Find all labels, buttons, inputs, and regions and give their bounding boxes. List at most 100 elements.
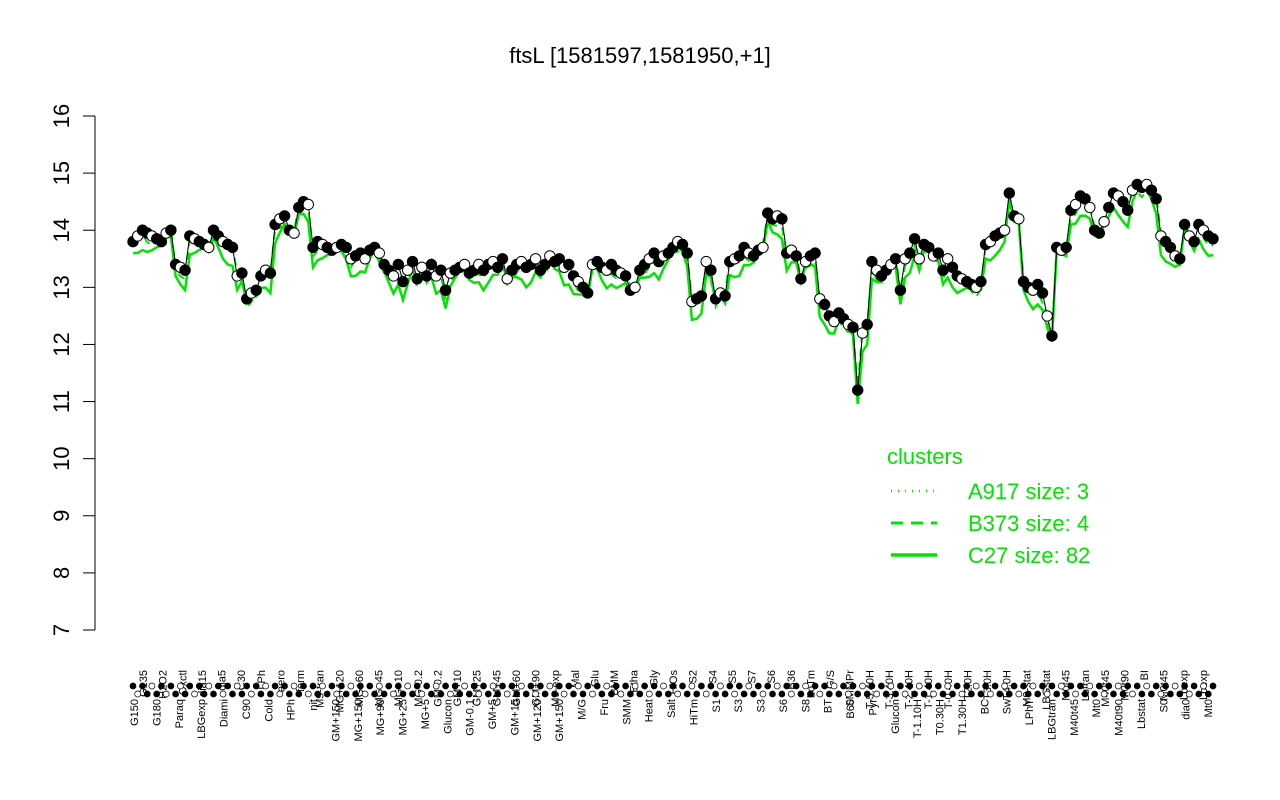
sample-marker <box>447 690 454 698</box>
y-tick-label: 7 <box>49 624 74 636</box>
sample-marker <box>465 690 473 698</box>
sample-marker <box>892 690 899 698</box>
sample-marker <box>821 682 828 690</box>
sample-marker <box>953 682 961 690</box>
data-point <box>975 275 987 288</box>
data-point <box>1098 216 1110 228</box>
sample-marker <box>1181 682 1188 690</box>
sample-marker <box>636 690 644 698</box>
sample-marker <box>859 682 866 690</box>
sample-marker <box>612 682 620 690</box>
data-point <box>226 241 239 254</box>
x-tick-label: T-3.40H <box>884 670 896 709</box>
sample-marker <box>219 690 227 698</box>
data-point <box>913 253 925 265</box>
sample-marker <box>868 682 876 690</box>
sample-marker <box>1015 690 1023 698</box>
sample-marker <box>513 690 521 698</box>
sample-marker <box>366 682 374 690</box>
sample-marker <box>1086 682 1094 690</box>
sample-marker <box>863 690 871 698</box>
x-tick-label: Glucon <box>442 699 454 734</box>
data-point <box>288 227 300 239</box>
x-tick-label: nit <box>308 699 320 711</box>
sample-marker <box>257 690 265 698</box>
sample-marker <box>565 682 573 690</box>
sample-marker <box>664 690 672 698</box>
data-point <box>1207 233 1219 245</box>
x-tick-label: MG+5 <box>420 699 432 729</box>
data-point <box>179 264 191 276</box>
sample-marker <box>622 682 629 690</box>
sample-marker <box>423 682 431 690</box>
sample-marker <box>413 682 421 690</box>
x-tick-label: SMM <box>621 699 633 725</box>
sample-marker <box>1029 682 1037 690</box>
x-tick-label: T-1.40H <box>923 670 935 709</box>
x-tick-label: Diami <box>219 699 231 727</box>
data-point <box>264 267 277 279</box>
sample-marker <box>783 682 791 690</box>
legend-label-a917: A917 size: 3 <box>968 479 1089 504</box>
sample-marker <box>745 682 753 690</box>
data-point <box>582 287 594 299</box>
y-tick-label: 14 <box>49 218 74 242</box>
data-point <box>1188 235 1200 248</box>
x-tick-label: Mt0 <box>1091 699 1103 717</box>
sample-marker <box>1067 682 1075 690</box>
sample-marker <box>844 690 852 698</box>
x-tick-label: Paraq <box>174 699 186 728</box>
x-tick-label: dia0 <box>1181 699 1193 720</box>
sample-marker <box>551 690 558 698</box>
sample-marker <box>674 690 682 698</box>
sample-marker <box>617 690 625 698</box>
x-tick-label: Sw <box>1002 699 1014 714</box>
sample-marker <box>139 682 146 690</box>
sample-marker <box>338 682 345 690</box>
x-tick-label: Salt <box>666 699 678 718</box>
x-tick-label: HiTm <box>688 699 700 725</box>
sample-marker <box>1157 690 1165 698</box>
sample-marker <box>735 682 743 690</box>
sample-marker <box>271 682 279 690</box>
data-point <box>1103 201 1115 214</box>
x-tick-label: GM+5 <box>487 699 499 729</box>
sample-marker <box>702 690 710 698</box>
sample-marker <box>655 690 663 698</box>
sample-marker <box>1148 690 1155 698</box>
sample-marker <box>707 682 715 690</box>
data-point <box>757 241 769 254</box>
sample-marker <box>1043 690 1051 698</box>
sample-marker <box>968 690 975 698</box>
data-point <box>695 290 708 302</box>
data-point <box>998 224 1011 236</box>
x-tick-label: GM+25 <box>472 670 484 706</box>
sample-marker <box>167 682 175 690</box>
sample-marker <box>603 682 611 690</box>
sample-marker <box>816 690 824 698</box>
sample-marker <box>518 682 525 690</box>
sample-marker <box>1048 682 1056 690</box>
cluster-b373-line <box>132 190 1214 388</box>
sample-marker <box>1072 690 1079 698</box>
data-point <box>937 264 949 276</box>
sample-marker <box>579 690 587 698</box>
y-tick-label: 8 <box>49 567 74 579</box>
x-tick-label: LBGexp <box>196 699 208 739</box>
sample-marker <box>162 690 170 698</box>
x-tick-label: Mt0 <box>1203 699 1215 717</box>
sample-marker <box>461 682 468 690</box>
sample-marker <box>281 682 288 690</box>
y-tick-label: 16 <box>49 104 74 128</box>
data-point <box>397 275 409 288</box>
data-point <box>619 270 632 282</box>
x-tick-label: Lbstat <box>1136 699 1148 729</box>
y-tick-label: 10 <box>49 446 74 470</box>
sample-marker <box>494 690 502 698</box>
sample-marker <box>589 690 596 698</box>
sample-marker <box>229 690 236 698</box>
sample-marker <box>963 682 971 690</box>
sample-marker <box>1204 690 1212 698</box>
data-point <box>1164 241 1177 254</box>
sample-marker <box>546 682 554 690</box>
